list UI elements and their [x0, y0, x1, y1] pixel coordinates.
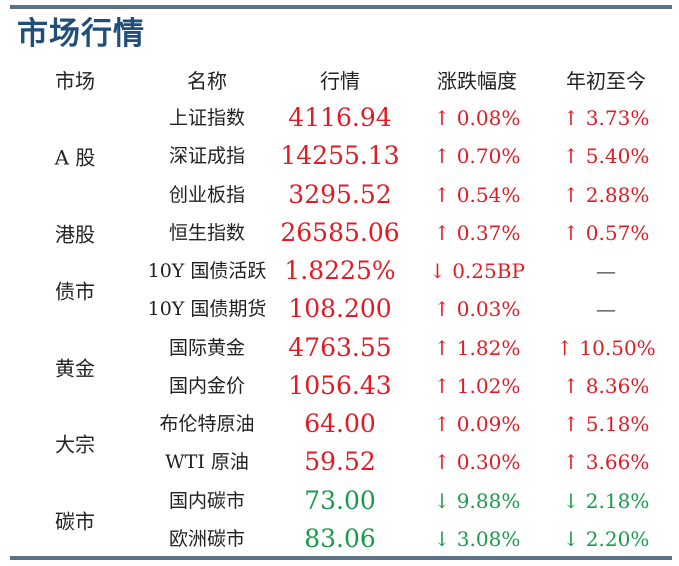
table-row: 10Y 国债期货 108.200 ↑ 0.03% — — [0, 290, 679, 328]
row-change: ↓ 3.08% — [433, 526, 521, 551]
row-price: 108.200 — [288, 294, 392, 324]
row-ytd: ↓ 2.18% — [562, 488, 650, 513]
row-price: 83.06 — [304, 523, 376, 553]
table-row: 10Y 国债活跃 1.8225% ↓ 0.25BP — — [0, 252, 679, 290]
top-rule — [10, 5, 672, 9]
table-row: 国内金价 1056.43 ↑ 1.02% ↑ 8.36% — [0, 367, 679, 405]
row-change: ↓ 9.88% — [433, 488, 521, 513]
market-table: 上证指数 4116.94 ↑ 0.08% ↑ 3.73% 深证成指 14255.13 ↑ 0… — [0, 99, 679, 558]
row-ytd: — — [596, 297, 616, 322]
row-name: 国内碳市 — [168, 489, 246, 512]
row-price: 1056.43 — [288, 370, 392, 400]
row-price: 4116.94 — [288, 103, 392, 132]
row-price: 14255.13 — [280, 141, 400, 171]
row-price: 3295.52 — [288, 179, 392, 209]
bottom-rule — [10, 556, 672, 560]
header-name: 名称 — [187, 69, 227, 93]
row-change: ↑ 0.30% — [433, 450, 521, 475]
row-name: WTI 原油 — [165, 451, 249, 474]
row-price: 64.00 — [304, 409, 376, 438]
row-price: 4763.55 — [288, 332, 392, 362]
row-name: 欧洲碳市 — [168, 527, 246, 550]
table-row: 欧洲碳市 83.06 ↓ 3.08% ↓ 2.20% — [0, 520, 679, 558]
market-label: 债市 — [55, 279, 95, 304]
table-row: 布伦特原油 64.00 ↑ 0.09% ↑ 5.18% — [0, 405, 679, 443]
row-change: ↑ 0.03% — [433, 297, 521, 322]
table-header: 市场 名称 行情 涨跌幅度 年初至今 — [0, 66, 679, 96]
row-ytd: ↑ 3.73% — [562, 106, 650, 130]
row-ytd: ↑ 10.50% — [556, 335, 656, 360]
market-label: 大宗 — [55, 432, 95, 457]
row-change: ↑ 1.02% — [433, 373, 521, 398]
row-name: 10Y 国债期货 — [147, 298, 267, 321]
row-name: 布伦特原油 — [159, 413, 255, 435]
header-ytd: 年初至今 — [566, 69, 646, 93]
table-row: 上证指数 4116.94 ↑ 0.08% ↑ 3.73% — [0, 99, 679, 137]
row-ytd: ↑ 2.88% — [562, 182, 650, 207]
row-ytd: ↑ 0.57% — [562, 220, 650, 245]
page-title: 市场行情 — [17, 16, 145, 52]
market-label: 港股 — [55, 222, 95, 247]
row-name: 创业板指 — [168, 183, 246, 206]
row-price: 1.8225% — [284, 256, 396, 285]
row-name: 国内金价 — [168, 374, 246, 397]
row-change: ↑ 1.82% — [433, 335, 521, 360]
row-change: ↑ 0.54% — [433, 182, 521, 207]
row-name: 上证指数 — [168, 107, 246, 129]
row-price: 26585.06 — [280, 217, 400, 247]
row-name: 恒生指数 — [168, 221, 246, 244]
row-name: 深证成指 — [168, 145, 246, 168]
header-price: 行情 — [320, 69, 360, 93]
row-ytd: ↑ 5.18% — [562, 412, 650, 436]
row-ytd: ↑ 8.36% — [562, 373, 650, 398]
row-price: 59.52 — [304, 447, 376, 477]
row-change: ↑ 0.37% — [433, 220, 521, 245]
table-row: 恒生指数 26585.06 ↑ 0.37% ↑ 0.57% — [0, 214, 679, 252]
market-label: 碳市 — [55, 509, 95, 534]
market-label: A 股 — [54, 145, 96, 170]
row-ytd: — — [596, 259, 616, 283]
row-price: 73.00 — [304, 485, 376, 515]
row-change: ↑ 0.09% — [433, 412, 521, 436]
table-row: 创业板指 3295.52 ↑ 0.54% ↑ 2.88% — [0, 176, 679, 214]
market-label: 黄金 — [55, 356, 95, 381]
row-name: 10Y 国债活跃 — [147, 260, 267, 282]
row-ytd: ↑ 3.66% — [562, 450, 650, 475]
row-ytd: ↑ 5.40% — [562, 144, 650, 169]
header-market: 市场 — [55, 69, 95, 93]
row-change: ↑ 0.70% — [433, 144, 521, 169]
header-change: 涨跌幅度 — [437, 69, 517, 93]
table-row: 国内碳市 73.00 ↓ 9.88% ↓ 2.18% — [0, 482, 679, 520]
row-change: ↑ 0.08% — [433, 106, 521, 130]
row-change: ↓ 0.25BP — [429, 259, 525, 283]
table-row: WTI 原油 59.52 ↑ 0.30% ↑ 3.66% — [0, 443, 679, 481]
table-row: 深证成指 14255.13 ↑ 0.70% ↑ 5.40% — [0, 137, 679, 175]
table-row: 国际黄金 4763.55 ↑ 1.82% ↑ 10.50% — [0, 329, 679, 367]
row-name: 国际黄金 — [168, 336, 246, 359]
row-ytd: ↓ 2.20% — [562, 526, 650, 551]
